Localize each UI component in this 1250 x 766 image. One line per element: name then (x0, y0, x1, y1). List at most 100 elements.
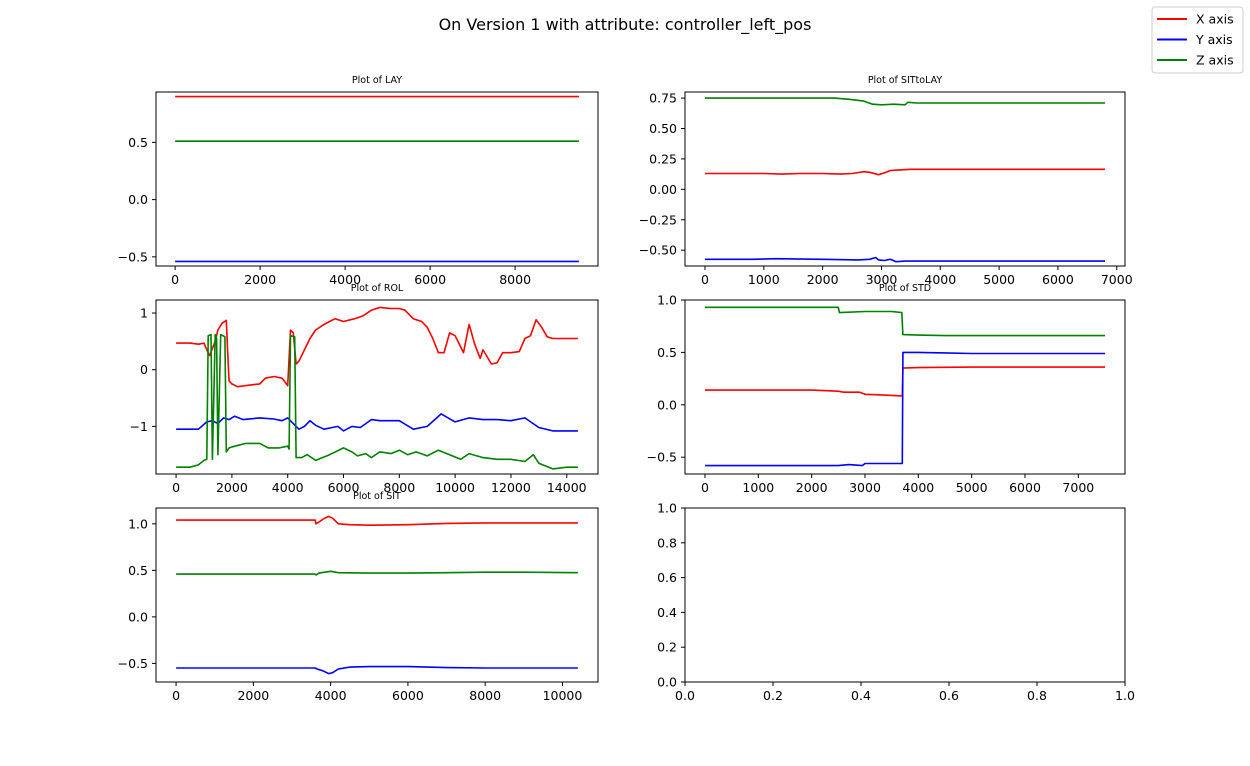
sit-ytick-label: 0.5 (128, 563, 148, 578)
sit-xtick-label: 8000 (469, 688, 501, 703)
sittolay-xtick-label: 6000 (1042, 272, 1074, 287)
lay-xtick-label: 8000 (499, 272, 531, 287)
subplot-rol: 0 2000 4000 6000 8000 10000 12000 14000 −1 0 1 Plot… (130, 283, 599, 495)
legend-label-x-axis: X axis (1196, 12, 1234, 27)
figure-title: On Version 1 with attribute: controller_… (439, 15, 812, 35)
sittolay-xtick-label: 4000 (924, 272, 956, 287)
lay-xtick-label: 4000 (329, 272, 361, 287)
empty-xtick-label: 0.0 (675, 688, 695, 703)
subplot-std: 0 1000 2000 3000 4000 5000 6000 7000 −0.5 0.0 0.5 1… (647, 283, 1126, 495)
std-xtick-label: 3000 (849, 480, 881, 495)
empty-xtick-label: 0.2 (763, 688, 783, 703)
sittolay-xtick-label: 7000 (1101, 272, 1133, 287)
sittolay-xtick-label: 0 (701, 272, 709, 287)
empty-xtick-label: 0.4 (851, 688, 871, 703)
empty-xtick-label: 1.0 (1115, 688, 1135, 703)
rol-series-z-line (176, 333, 578, 470)
std-xtick-label: 7000 (1062, 480, 1094, 495)
rol-ytick-label: 0 (140, 362, 148, 377)
rol-ytick-label: 1 (140, 306, 148, 321)
lay-title: Plot of LAY (352, 75, 402, 86)
subplot-sit: 0 2000 4000 6000 8000 10000 −0.5 0.0 0.5 1.0 Plot … (118, 491, 599, 703)
empty-ytick-label: 0.8 (657, 535, 677, 550)
sit-xtick-label: 4000 (315, 688, 347, 703)
sit-ytick-label: 1.0 (128, 516, 148, 531)
std-title: Plot of STD (879, 283, 931, 294)
sit-ytick-label: −0.5 (118, 656, 148, 671)
sit-xtick-label: 0 (172, 688, 180, 703)
lay-xtick-label: 6000 (414, 272, 446, 287)
rol-xtick-label: 10000 (435, 480, 475, 495)
legend-frame (1151, 6, 1244, 74)
rol-ytick-label: −1 (130, 419, 148, 434)
std-xtick-label: 0 (701, 480, 709, 495)
sittolay-ytick-label: 0.75 (649, 91, 677, 106)
std-ytick-label: −0.5 (647, 450, 677, 465)
subplot-empty: 0.0 0.2 0.4 0.6 0.8 1.0 0.0 0.2 0.4 0.6 0.8 1.0 (657, 501, 1135, 704)
rol-xtick-label: 12000 (491, 480, 531, 495)
subplot-sittolay: 0 1000 2000 3000 4000 5000 6000 7000 −0.50 −0.25 0… (639, 75, 1133, 287)
std-series-x-line (705, 366, 1105, 397)
rol-axes-frame (155, 299, 599, 475)
sit-series-z-line (176, 570, 578, 576)
std-xtick-label: 1000 (742, 480, 774, 495)
empty-axes-frame (684, 507, 1126, 683)
rol-xtick-label: 14000 (547, 480, 587, 495)
std-ytick-label: 1.0 (657, 293, 677, 308)
std-xtick-label: 4000 (902, 480, 934, 495)
sit-ytick-label: 0.0 (128, 609, 148, 624)
std-ytick-label: 0.5 (657, 345, 677, 360)
sittolay-series-y-line (705, 256, 1105, 263)
lay-ytick-label: −0.5 (118, 249, 148, 264)
rol-series-y-line (176, 413, 578, 432)
lay-axes-frame (155, 91, 599, 267)
sit-xtick-label: 6000 (392, 688, 424, 703)
lay-ytick-label: 0.0 (128, 192, 148, 207)
std-series-y-line (705, 351, 1105, 467)
sittolay-xtick-label: 3000 (866, 272, 898, 287)
rol-xtick-label: 2000 (216, 480, 248, 495)
std-xtick-label: 6000 (1009, 480, 1041, 495)
sittolay-axes-frame (684, 91, 1126, 267)
std-ytick-label: 0.0 (657, 397, 677, 412)
sittolay-xtick-label: 5000 (983, 272, 1015, 287)
sittolay-series-z-line (705, 97, 1105, 106)
empty-ytick-label: 0.2 (657, 640, 677, 655)
empty-ytick-label: 0.0 (657, 675, 677, 690)
std-xtick-label: 2000 (796, 480, 828, 495)
figure-legend: X axis Y axis Z axis (1151, 6, 1244, 74)
sittolay-xtick-label: 1000 (748, 272, 780, 287)
lay-ytick-label: 0.5 (128, 135, 148, 150)
lay-xtick-label: 2000 (244, 272, 276, 287)
empty-ytick-label: 0.6 (657, 570, 677, 585)
sit-axes-frame (155, 507, 599, 683)
std-series-z-line (705, 306, 1105, 337)
rol-title: Plot of ROL (351, 283, 404, 294)
rol-xtick-label: 4000 (272, 480, 304, 495)
sit-xtick-label: 2000 (237, 688, 269, 703)
sit-series-x-line (176, 515, 578, 526)
empty-xtick-label: 0.8 (1027, 688, 1047, 703)
sittolay-ytick-label: 0.00 (649, 182, 677, 197)
legend-label-z-axis: Z axis (1196, 53, 1234, 68)
sittolay-ytick-label: 0.25 (649, 151, 677, 166)
subplot-lay: 0 2000 4000 6000 8000 −0.5 0.0 0.5 Plot of LAY (118, 75, 599, 287)
sittolay-series-x-line (705, 168, 1105, 176)
std-axes-frame (684, 299, 1126, 475)
std-xtick-label: 5000 (956, 480, 988, 495)
sit-series-y-line (176, 665, 578, 675)
sittolay-ytick-label: −0.25 (639, 212, 677, 227)
subplots-grid: 0 2000 4000 6000 8000 −0.5 0.0 0.5 Plot of LAY 0 1… (118, 75, 1135, 703)
lay-xtick-label: 0 (171, 272, 179, 287)
rol-xtick-label: 6000 (328, 480, 360, 495)
sittolay-xtick-label: 2000 (807, 272, 839, 287)
empty-xtick-label: 0.6 (939, 688, 959, 703)
rol-series-x-line (176, 306, 578, 388)
sittolay-title: Plot of SITtoLAY (868, 75, 943, 86)
empty-ytick-label: 1.0 (657, 501, 677, 516)
sittolay-ytick-label: −0.50 (639, 243, 677, 258)
empty-ytick-label: 0.4 (657, 605, 677, 620)
sittolay-ytick-label: 0.50 (649, 121, 677, 136)
sit-xtick-label: 10000 (543, 688, 583, 703)
